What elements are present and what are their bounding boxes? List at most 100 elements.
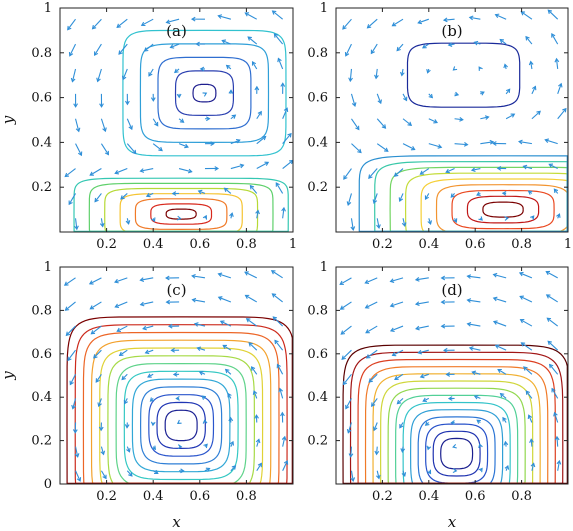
arrow-head <box>357 148 362 154</box>
velocity-arrow <box>365 301 378 309</box>
streamlines <box>342 9 568 232</box>
arrow-head <box>528 60 534 66</box>
arrow-head <box>71 404 76 410</box>
arrow-head <box>257 462 262 468</box>
arrow-head <box>346 428 352 434</box>
velocity-arrow <box>256 111 262 120</box>
velocity-arrow <box>68 193 77 205</box>
velocity-arrow <box>557 108 567 120</box>
velocity-arrows <box>64 10 293 231</box>
velocity-arrow <box>152 143 163 151</box>
arrow-head <box>527 190 533 195</box>
arrow-head <box>492 272 498 278</box>
streamline-contour <box>82 331 280 484</box>
velocity-arrow <box>394 168 404 177</box>
arrow-head <box>530 462 536 468</box>
streamlines <box>64 10 293 232</box>
arrow-head <box>399 423 404 429</box>
arrow-head <box>76 477 82 482</box>
arrow-head <box>158 146 163 152</box>
arrow-head <box>264 161 270 166</box>
velocity-arrow <box>523 366 533 375</box>
arrow-head <box>340 330 346 335</box>
arrow-head <box>193 322 199 327</box>
streamline-contour <box>395 394 519 484</box>
velocity-arrow <box>282 207 285 219</box>
arrow-head <box>417 19 422 25</box>
arrow-head <box>249 184 255 190</box>
arrow-head <box>554 57 560 63</box>
x-tick-label: 0.4 <box>143 237 164 252</box>
velocity-arrow <box>445 168 455 173</box>
velocity-arrow <box>551 33 559 45</box>
arrow-head <box>165 275 170 281</box>
arrow-head <box>198 370 204 376</box>
streamline-contour <box>157 56 252 130</box>
velocity-arrow <box>69 43 77 56</box>
velocity-arrow <box>392 18 404 27</box>
velocity-arrow <box>376 93 382 104</box>
velocity-arrow <box>126 143 137 154</box>
arrow-head <box>149 397 155 402</box>
y-tick-label: 0.6 <box>31 91 52 106</box>
y-tick-label: 0.8 <box>31 303 52 318</box>
velocity-arrow <box>376 118 386 129</box>
arrow-head <box>224 368 230 374</box>
arrow-head <box>74 453 80 458</box>
arrow-head <box>518 139 523 145</box>
velocity-arrow <box>272 293 283 303</box>
arrow-head <box>480 91 485 96</box>
arrow-head <box>478 216 483 221</box>
velocity-arrow <box>100 446 105 455</box>
arrow-head <box>257 110 262 116</box>
arrow-head <box>342 380 348 386</box>
arrow-head <box>450 420 455 425</box>
velocity-arrow <box>370 43 378 54</box>
arrow-head <box>381 124 387 129</box>
arrow-head <box>445 372 451 377</box>
velocity-arrow <box>349 68 353 82</box>
arrow-head <box>415 325 420 331</box>
velocity-arrow <box>115 301 128 308</box>
velocity-arrow <box>277 58 284 70</box>
arrow-head <box>202 214 208 220</box>
arrow-head <box>445 168 450 174</box>
arrow-head <box>214 166 220 171</box>
velocity-arrow <box>556 436 559 447</box>
arrow-head <box>553 188 559 194</box>
velocity-arrow <box>371 398 378 407</box>
velocity-arrow <box>545 139 558 145</box>
velocity-arrow <box>518 141 532 145</box>
arrow-head <box>525 390 530 395</box>
x-tick-label: 1 <box>564 237 572 252</box>
y-tick-label: 0.8 <box>307 303 328 318</box>
x-tick-label: 0.2 <box>372 237 393 252</box>
arrow-head <box>342 25 347 30</box>
arrow-head <box>283 107 289 112</box>
velocity-arrow <box>91 325 102 335</box>
velocity-arrow <box>170 43 180 49</box>
arrow-head <box>235 138 241 144</box>
arrow-head <box>503 440 509 446</box>
arrow-head <box>403 96 408 102</box>
velocity-arrow <box>142 325 154 330</box>
velocity-arrow <box>100 470 107 479</box>
arrow-head <box>391 351 397 357</box>
arrow-head <box>376 224 381 229</box>
velocity-arrow <box>420 373 429 378</box>
arrow-head <box>93 354 98 359</box>
velocity-arrow <box>65 301 76 311</box>
y-tick-label: 0.6 <box>31 347 52 362</box>
velocity-arrow <box>467 323 481 327</box>
velocity-arrow <box>454 143 468 146</box>
velocity-arrow <box>272 10 283 20</box>
velocity-arrow <box>392 349 404 356</box>
panel-label: (c) <box>166 281 186 299</box>
arrow-head <box>437 144 443 149</box>
arrow-head <box>64 172 70 178</box>
velocity-arrow <box>351 143 362 153</box>
velocity-arrow <box>390 301 404 307</box>
streamline-contour <box>342 344 568 484</box>
velocity-arrow <box>122 68 128 80</box>
arrow-head <box>150 97 156 102</box>
